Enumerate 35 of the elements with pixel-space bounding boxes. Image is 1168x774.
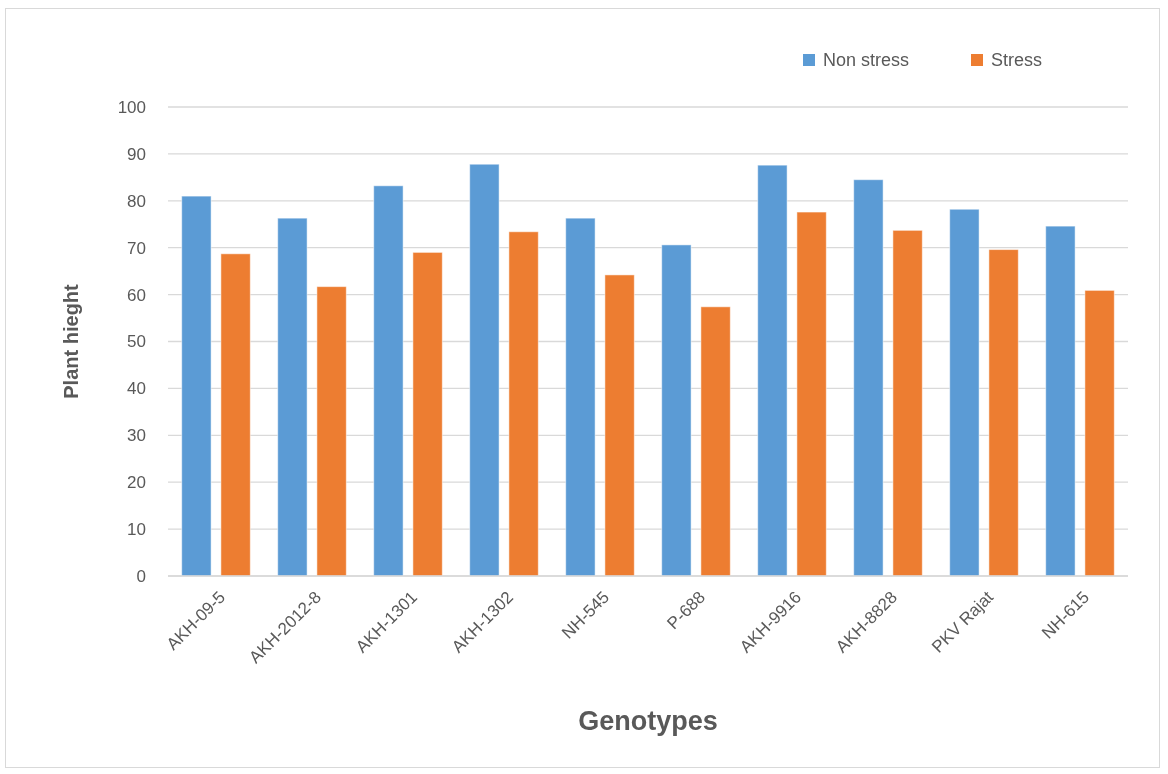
bar [853, 179, 884, 577]
y-tick-label: 0 [136, 566, 146, 586]
y-tick-label: 80 [127, 191, 146, 211]
bar [700, 306, 731, 577]
bar [412, 251, 443, 577]
y-tick-label: 30 [127, 426, 146, 446]
y-axis-title: Plant hieght [60, 283, 82, 399]
bar [949, 208, 980, 577]
bar [316, 286, 347, 577]
bar [892, 229, 923, 577]
bar [604, 274, 635, 577]
bar [469, 163, 500, 577]
bar [373, 185, 404, 577]
bar [661, 244, 692, 577]
y-tick-label: 20 [127, 473, 146, 493]
bar [1084, 289, 1115, 577]
bar [565, 217, 596, 577]
y-tick-label: 90 [127, 144, 146, 164]
y-tick-label: 40 [127, 379, 146, 399]
x-axis-title: Genotypes [578, 706, 718, 736]
bar [220, 253, 251, 577]
bar [508, 231, 539, 577]
y-tick-label: 100 [117, 97, 146, 117]
bar [1045, 225, 1076, 577]
bar [757, 164, 788, 577]
y-tick-label: 60 [127, 285, 146, 305]
legend-label: Stress [991, 50, 1043, 71]
bar [796, 211, 827, 577]
bar [277, 217, 308, 577]
y-tick-label: 10 [127, 520, 146, 540]
y-tick-label: 50 [127, 332, 146, 352]
y-tick-label: 70 [127, 238, 146, 258]
bar [181, 195, 212, 577]
legend-label: Non stress [823, 50, 910, 71]
bar [988, 249, 1019, 577]
